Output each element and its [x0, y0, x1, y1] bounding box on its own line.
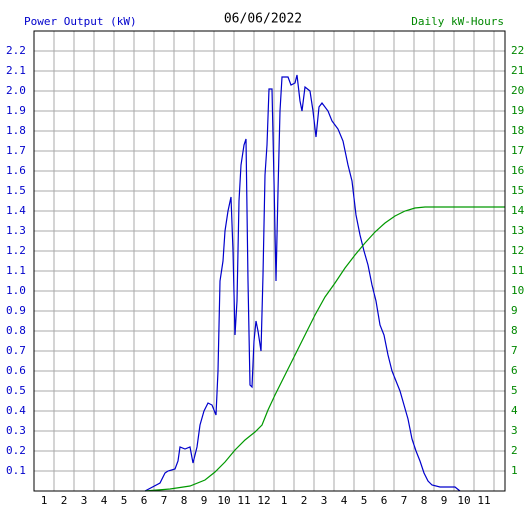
y-tick-label: 0.8 [6, 324, 26, 337]
y2-tick-label: 6 [511, 364, 518, 377]
plot-frame [33, 30, 506, 492]
y-tick-label: 1.1 [6, 264, 26, 277]
x-tick-label: 9 [441, 494, 448, 507]
y2-tick-label: 3 [511, 424, 518, 437]
y-tick-label: 0.6 [6, 364, 26, 377]
y2-tick-label: 10 [511, 284, 524, 297]
y-tick-label: 1.9 [6, 104, 26, 117]
y-tick-label: 2.2 [6, 44, 26, 57]
y-axis-label: Power Output (kW) [24, 15, 137, 28]
y2-tick-label: 15 [511, 184, 524, 197]
y-tick-label: 0.7 [6, 344, 26, 357]
x-tick-label: 1 [281, 494, 288, 507]
y-tick-label: 1.6 [6, 164, 26, 177]
y2-tick-label: 19 [511, 104, 524, 117]
y-tick-label: 1.3 [6, 224, 26, 237]
y-tick-label: 1.0 [6, 284, 26, 297]
y-tick-label: 1.4 [6, 204, 26, 217]
y2-tick-label: 5 [511, 384, 518, 397]
x-tick-label: 4 [101, 494, 108, 507]
y2-tick-label: 4 [511, 404, 518, 417]
y2-tick-label: 17 [511, 144, 524, 157]
y-tick-label: 1.8 [6, 124, 26, 137]
y2-axis-label: Daily kW-Hours [411, 15, 504, 28]
y2-tick-label: 1 [511, 464, 518, 477]
x-tick-label: 10 [457, 494, 470, 507]
y-tick-label: 0.2 [6, 444, 26, 457]
x-tick-label: 6 [141, 494, 148, 507]
x-tick-label: 8 [181, 494, 188, 507]
x-tick-label: 3 [321, 494, 328, 507]
x-tick-label: 6 [381, 494, 388, 507]
x-tick-label: 7 [401, 494, 408, 507]
x-tick-label: 9 [201, 494, 208, 507]
series-line [144, 206, 505, 492]
series-line [144, 74, 461, 492]
x-tick-label: 2 [301, 494, 308, 507]
x-tick-label: 3 [81, 494, 88, 507]
y2-tick-label: 11 [511, 264, 524, 277]
y2-tick-label: 8 [511, 324, 518, 337]
y2-tick-label: 21 [511, 64, 524, 77]
y2-tick-label: 13 [511, 224, 524, 237]
y-tick-label: 0.9 [6, 304, 26, 317]
y2-tick-label: 18 [511, 124, 524, 137]
y2-tick-label: 20 [511, 84, 524, 97]
x-tick-label: 1 [41, 494, 48, 507]
x-tick-label: 2 [61, 494, 68, 507]
y-tick-label: 0.3 [6, 424, 26, 437]
y2-tick-label: 9 [511, 304, 518, 317]
x-tick-label: 5 [361, 494, 368, 507]
y-tick-label: 2.0 [6, 84, 26, 97]
y2-tick-label: 12 [511, 244, 524, 257]
y2-tick-label: 14 [511, 204, 525, 217]
y-tick-label: 1.2 [6, 244, 26, 257]
x-tick-label: 8 [421, 494, 428, 507]
x-tick-label: 5 [121, 494, 128, 507]
y2-tick-label: 16 [511, 164, 524, 177]
plot-area [34, 31, 505, 491]
x-tick-label: 7 [161, 494, 168, 507]
y2-tick-label: 7 [511, 344, 518, 357]
x-tick-label: 11 [237, 494, 250, 507]
y-tick-label: 1.5 [6, 184, 26, 197]
y2-tick-label: 2 [511, 444, 518, 457]
y2-tick-label: 22 [511, 44, 524, 57]
y-tick-label: 0.4 [6, 404, 26, 417]
x-tick-label: 4 [341, 494, 348, 507]
x-tick-label: 12 [257, 494, 270, 507]
y-tick-label: 2.1 [6, 64, 26, 77]
y-tick-label: 0.1 [6, 464, 26, 477]
y-tick-label: 1.7 [6, 144, 26, 157]
chart-title: 06/06/2022 [224, 12, 302, 27]
x-tick-label: 11 [477, 494, 490, 507]
x-tick-label: 10 [217, 494, 230, 507]
y-tick-label: 0.5 [6, 384, 26, 397]
